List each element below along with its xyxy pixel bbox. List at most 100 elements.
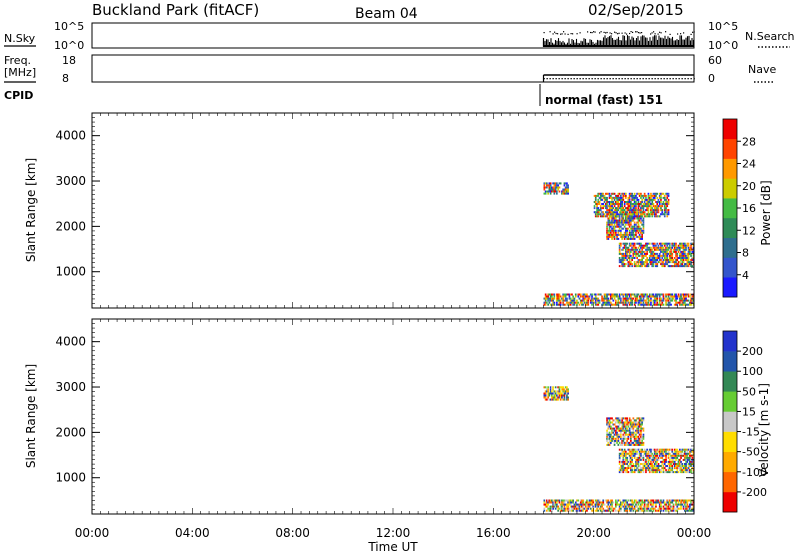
heatmap-cell — [655, 303, 657, 306]
heatmap-cell — [666, 299, 669, 302]
heatmap-cell — [612, 427, 615, 430]
heatmap-cell — [610, 293, 612, 296]
heatmap-cell — [608, 509, 611, 512]
heatmap-cell — [646, 250, 648, 253]
heatmap-cell — [625, 217, 627, 220]
heatmap-cell — [618, 261, 621, 264]
heatmap-cell — [686, 299, 689, 302]
heatmap-cell — [557, 396, 559, 399]
heatmap-cell — [687, 252, 690, 255]
heatmap-cell — [627, 443, 630, 446]
heatmap-cell — [681, 499, 684, 502]
nave-dot — [564, 78, 566, 80]
heatmap-cell — [553, 301, 556, 304]
power-colorbar-label: Power [dB] — [759, 180, 773, 245]
heatmap-cell — [667, 265, 670, 268]
heatmap-cell — [656, 293, 659, 296]
heatmap-cell — [638, 227, 641, 230]
heatmap-cell — [607, 425, 610, 428]
heatmap-cell — [641, 219, 643, 222]
heatmap-cell — [637, 215, 640, 218]
heatmap-cell — [603, 295, 606, 298]
heatmap-cell — [611, 417, 613, 420]
heatmap-cell — [631, 259, 633, 261]
heatmap-cell — [681, 471, 684, 474]
heatmap-cell — [651, 211, 654, 214]
heatmap-cell — [551, 390, 553, 393]
power-heatmap — [543, 182, 695, 306]
heatmap-cell — [636, 429, 638, 432]
x-tick-label: 08:00 — [275, 526, 310, 540]
heatmap-cell — [658, 501, 661, 504]
heatmap-cell — [563, 505, 566, 508]
heatmap-cell — [636, 257, 638, 259]
heatmap-cell — [650, 209, 652, 212]
heatmap-cell — [610, 441, 612, 444]
heatmap-cell — [658, 507, 661, 510]
heatmap-cell — [613, 211, 616, 214]
heatmap-cell — [626, 248, 628, 251]
heatmap-cell — [583, 301, 586, 304]
heatmap-cell — [561, 394, 563, 397]
heatmap-cell — [653, 259, 656, 261]
heatmap-cell — [638, 452, 641, 455]
heatmap-cell — [672, 242, 675, 245]
heatmap-cell — [630, 452, 632, 455]
heatmap-cell — [599, 215, 602, 218]
heatmap-cell — [667, 295, 670, 298]
heatmap-cell — [661, 303, 664, 306]
heatmap-cell — [574, 301, 577, 304]
heatmap-cell — [582, 293, 585, 296]
heatmap-cell — [670, 246, 672, 249]
heatmap-cell — [668, 261, 671, 264]
heatmap-cell — [626, 233, 628, 236]
heatmap-cell — [558, 303, 561, 306]
heatmap-cell — [685, 303, 687, 306]
heatmap-cell — [675, 509, 677, 512]
heatmap-cell — [599, 194, 602, 197]
heatmap-cell — [632, 246, 635, 249]
heatmap-cell — [618, 454, 621, 457]
heatmap-cell — [679, 303, 681, 306]
heatmap-cell — [615, 417, 617, 420]
heatmap-cell — [548, 293, 551, 296]
heatmap-cell — [626, 503, 628, 506]
heatmap-cell — [543, 184, 546, 187]
heatmap-cell — [667, 259, 670, 261]
heatmap-cell — [635, 252, 637, 255]
heatmap-cell — [663, 215, 666, 218]
heatmap-cell — [646, 499, 648, 502]
heatmap-cell — [616, 237, 618, 240]
heatmap-cell — [618, 509, 621, 512]
colorbar-swatch — [723, 411, 737, 432]
heatmap-cell — [642, 244, 645, 247]
heatmap-cell — [618, 417, 621, 420]
heatmap-cell — [549, 499, 552, 502]
heatmap-cell — [621, 419, 623, 422]
heatmap-cell — [622, 227, 625, 230]
heatmap-cell — [564, 507, 567, 510]
heatmap-cell — [658, 257, 661, 259]
heatmap-cell — [658, 259, 661, 261]
heatmap-cell — [627, 467, 630, 470]
heatmap-cell — [599, 196, 602, 199]
heatmap-cell — [684, 295, 686, 298]
heatmap-cell — [640, 505, 642, 508]
heatmap-cell — [628, 460, 631, 463]
heatmap-cell — [544, 505, 547, 508]
heatmap-cell — [579, 295, 582, 298]
heatmap-cell — [635, 437, 637, 440]
heatmap-cell — [620, 448, 622, 451]
heatmap-cell — [632, 423, 635, 426]
station-title: Buckland Park (fitACF) — [92, 1, 259, 19]
heatmap-cell — [630, 209, 632, 212]
heatmap-cell — [612, 225, 615, 228]
heatmap-cell — [653, 209, 656, 212]
heatmap-cell — [637, 423, 640, 426]
heatmap-cell — [663, 463, 666, 465]
heatmap-cell — [667, 450, 670, 453]
heatmap-cell — [598, 192, 601, 195]
heatmap-cell — [643, 303, 646, 306]
heatmap-cell — [554, 390, 557, 393]
heatmap-cell — [661, 242, 664, 245]
